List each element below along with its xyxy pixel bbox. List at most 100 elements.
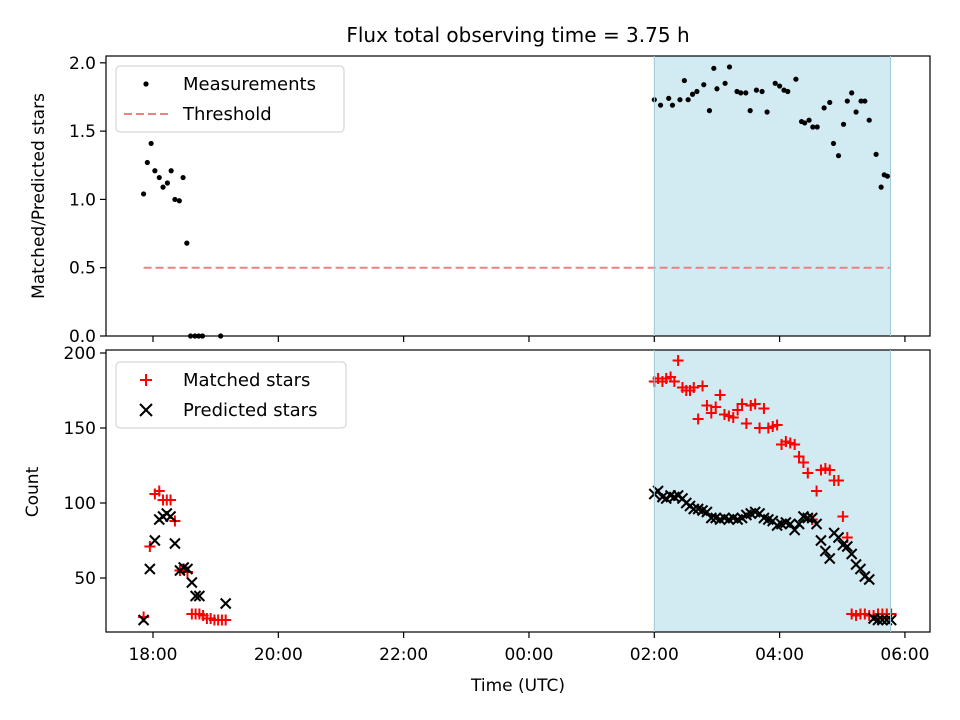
measurement-point (873, 151, 879, 157)
matched-star-point (165, 494, 177, 506)
measurement-point (148, 140, 154, 147)
matched-star-point (714, 389, 726, 401)
matched-star-point (802, 467, 814, 479)
predicted-star-points (137, 485, 897, 626)
top-panel: 0.00.51.01.52.0 Matched/Predicted stars … (29, 54, 931, 347)
predicted-star-point (841, 540, 853, 553)
measurement-point (849, 90, 855, 96)
bottom-legend: Matched stars Predicted stars (115, 361, 347, 429)
predicted-star-point (193, 590, 206, 602)
matched-star-point (153, 485, 165, 497)
bottom-ytick-label: 100 (64, 494, 96, 514)
matched-star-point (885, 608, 897, 620)
matched-star-point (793, 451, 805, 462)
measurement-point (657, 102, 664, 108)
predicted-star-point (784, 518, 796, 530)
bottom-xtick-label: 22:00 (379, 645, 428, 665)
predicted-star-point (810, 518, 823, 530)
top-y-axis-label: Matched/Predicted stars (29, 93, 49, 299)
legend-threshold-label: Threshold (182, 104, 272, 125)
matched-star-point (688, 382, 700, 393)
bottom-xtick-label: 20:00 (254, 645, 303, 665)
predicted-star-point (219, 597, 232, 610)
predicted-star-point (832, 531, 845, 544)
predicted-star-point (885, 614, 897, 626)
measurement-point (168, 168, 174, 174)
measurement-point (862, 98, 868, 104)
top-ytick-label: 1.5 (69, 122, 96, 142)
matched-star-point (811, 485, 823, 497)
measurement-point (753, 87, 760, 93)
measurement-point (172, 196, 178, 203)
legend-measurements-marker (143, 81, 149, 87)
top-axes-frame (105, 55, 931, 337)
predicted-star-point (793, 518, 805, 530)
measurement-point (830, 140, 837, 147)
measurement-point (777, 83, 783, 89)
measurement-point (810, 124, 816, 130)
measurement-point (681, 77, 687, 84)
measurement-point (821, 105, 827, 111)
predicted-star-point (144, 563, 156, 575)
top-ytick-label: 2.0 (69, 54, 96, 74)
measurement-point (827, 99, 833, 106)
bottom-ytick-label: 150 (64, 419, 96, 439)
predicted-star-point (189, 590, 202, 602)
measurement-point (714, 86, 720, 92)
matched-star-point (727, 412, 739, 423)
measurement-point (878, 184, 884, 190)
matched-star-point (705, 407, 717, 419)
measurement-point (806, 117, 812, 123)
bottom-ytick-label: 50 (74, 569, 96, 589)
matched-star-point (833, 475, 845, 486)
chart-title: Flux total observing time = 3.75 h (346, 23, 689, 47)
measurement-point (677, 97, 683, 103)
predicted-star-point (181, 563, 194, 575)
bottom-xtick-label: 04:00 (755, 645, 804, 665)
matched-star-point (789, 439, 801, 450)
x-axis-label: Time (UTC) (470, 676, 565, 696)
bottom-xtick-label: 02:00 (630, 645, 679, 665)
measurement-point (747, 108, 753, 114)
predicted-star-point (854, 563, 867, 575)
measurement-point (738, 90, 744, 96)
predicted-star-point (806, 512, 818, 524)
matched-star-point (668, 376, 680, 387)
bottom-xtick-label: 06:00 (880, 645, 929, 665)
measurement-point (156, 174, 162, 181)
matched-star-point (758, 403, 770, 414)
top-ytick-label: 1.0 (69, 190, 96, 210)
predicted-star-point (164, 510, 177, 523)
measurement-point (772, 80, 778, 86)
matched-star-point (837, 511, 849, 522)
predicted-star-point (701, 506, 713, 518)
measurement-point (706, 108, 713, 114)
measurement-points (140, 64, 890, 339)
legend-predicted-marker (139, 403, 153, 417)
measurement-point (176, 198, 182, 204)
legend-measurements-label: Measurements (183, 74, 316, 95)
matched-star-point (732, 404, 744, 416)
top-x-ticks (152, 336, 906, 342)
predicted-star-point (876, 614, 889, 626)
top-legend: Measurements Threshold (115, 65, 345, 133)
matched-star-point (220, 614, 232, 626)
predicted-star-point (872, 614, 884, 626)
predicted-star-point (688, 503, 700, 515)
measurement-point (858, 98, 864, 104)
measurement-point (701, 82, 707, 88)
bottom-y-ticks: 50 100 150 200 (64, 344, 106, 589)
top-shaded-span (654, 56, 891, 336)
measurement-point (840, 121, 847, 127)
measurement-point (694, 88, 700, 95)
measurement-point (785, 88, 791, 95)
predicted-star-point (824, 552, 836, 565)
measurement-point (685, 97, 691, 103)
bottom-ytick-label: 200 (64, 344, 96, 364)
bottom-shaded-span (654, 350, 891, 632)
legend-matched-label: Matched stars (183, 370, 310, 391)
matched-star-point (824, 464, 836, 476)
bottom-xtick-label: 18:00 (128, 645, 177, 665)
matched-star-point (740, 418, 752, 429)
